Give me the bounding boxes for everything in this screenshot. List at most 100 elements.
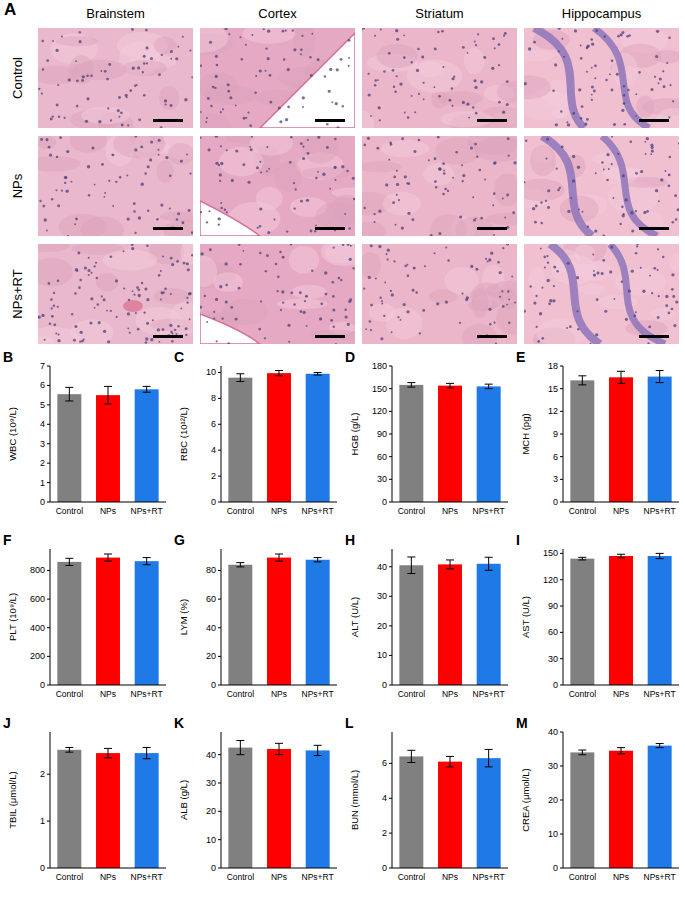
nucleus (302, 106, 304, 108)
nucleus (367, 137, 370, 140)
nucleus (278, 106, 281, 109)
column-header: Striatum (415, 6, 463, 21)
nucleus (672, 221, 674, 223)
nucleus (68, 78, 71, 81)
scale-bar (477, 335, 507, 338)
nucleus (556, 168, 558, 170)
nucleus (580, 117, 583, 120)
scale-bar (153, 227, 183, 230)
tissue-texture (321, 244, 355, 266)
nucleus (417, 48, 420, 51)
tissue-texture (277, 299, 328, 310)
nucleus (79, 40, 82, 43)
nucleus (314, 230, 316, 232)
x-tick-label: NPs (100, 872, 116, 882)
nucleus (311, 33, 313, 35)
tissue-texture (494, 174, 517, 207)
nucleus (567, 123, 570, 126)
nucleus (541, 337, 544, 340)
x-axis (221, 502, 337, 503)
nucleus (375, 278, 377, 280)
y-axis (563, 549, 564, 685)
nucleus (513, 161, 516, 164)
x-axis (50, 685, 166, 686)
nucleus (57, 204, 60, 207)
nucleus (106, 78, 109, 81)
scale-bar (315, 227, 345, 230)
nucleus (606, 153, 609, 156)
tissue (524, 136, 679, 236)
nucleus (290, 136, 293, 139)
error-bar-cap (656, 558, 664, 559)
nucleus (576, 310, 578, 312)
error-bar (143, 747, 151, 758)
nucleus (143, 55, 146, 58)
y-tick-label: 9 (553, 429, 558, 439)
error-bar-cap (104, 748, 112, 749)
nucleus (101, 295, 103, 297)
nucleus (623, 85, 625, 87)
tissue-texture (69, 136, 107, 153)
bar (57, 562, 81, 685)
bar (306, 750, 330, 868)
histology-image (523, 231, 685, 353)
nucleus (52, 115, 54, 117)
nucleus (282, 302, 284, 304)
tissue-texture (38, 258, 73, 287)
y-tick-label: 800 (30, 565, 45, 575)
nucleus (651, 146, 654, 149)
nucleus (493, 192, 496, 195)
nucleus (342, 105, 344, 107)
error-bar-stem (450, 560, 451, 569)
nucleus (363, 144, 366, 147)
nucleus (161, 54, 163, 56)
nucleus (370, 244, 373, 247)
error-bar-cap (104, 757, 112, 758)
nucleus (123, 287, 125, 289)
nucleus (177, 46, 179, 48)
nucleus (158, 341, 160, 343)
nucleus (548, 302, 551, 305)
tissue-texture (302, 136, 338, 164)
nucleus (467, 52, 469, 54)
nucleus (659, 77, 662, 80)
nucleus (231, 179, 234, 182)
error-bar-stem (659, 371, 660, 383)
nucleus (216, 340, 218, 342)
bar (96, 753, 120, 868)
nucleus (215, 298, 218, 301)
nucleus (186, 301, 188, 303)
y-tick-label: 5 (40, 400, 45, 410)
nucleus (434, 180, 437, 183)
nucleus (506, 304, 508, 306)
y-tick-label: 2 (211, 471, 216, 481)
tissue-texture (315, 202, 355, 229)
nucleus (374, 79, 377, 82)
x-tick-label: NPs+RT (131, 689, 163, 699)
y-axis-label: MCH (pg) (520, 413, 531, 454)
nucleus (525, 140, 527, 142)
nucleus (442, 162, 445, 165)
panel-label: E (516, 349, 525, 365)
nucleus (142, 71, 144, 73)
error-bar (446, 560, 454, 569)
nucleus (293, 48, 296, 51)
error-bar (446, 383, 454, 388)
nucleus (149, 158, 152, 161)
y-tick-label: 120 (372, 406, 387, 416)
nucleus (635, 252, 638, 255)
error-bar-cap (656, 743, 664, 744)
nucleus (293, 303, 295, 305)
error-bar-cap (65, 400, 73, 401)
error-bar-cap (143, 564, 151, 565)
nucleus (250, 148, 253, 151)
error-bar-cap (617, 747, 625, 748)
tissue-texture (242, 28, 295, 44)
nucleus (393, 260, 395, 262)
nucleus (445, 300, 448, 303)
error-bar (485, 557, 493, 570)
nucleus (89, 321, 92, 324)
error-bar-cap (65, 558, 73, 559)
nucleus (320, 302, 323, 305)
x-tick-label: NPs+RT (644, 872, 676, 882)
